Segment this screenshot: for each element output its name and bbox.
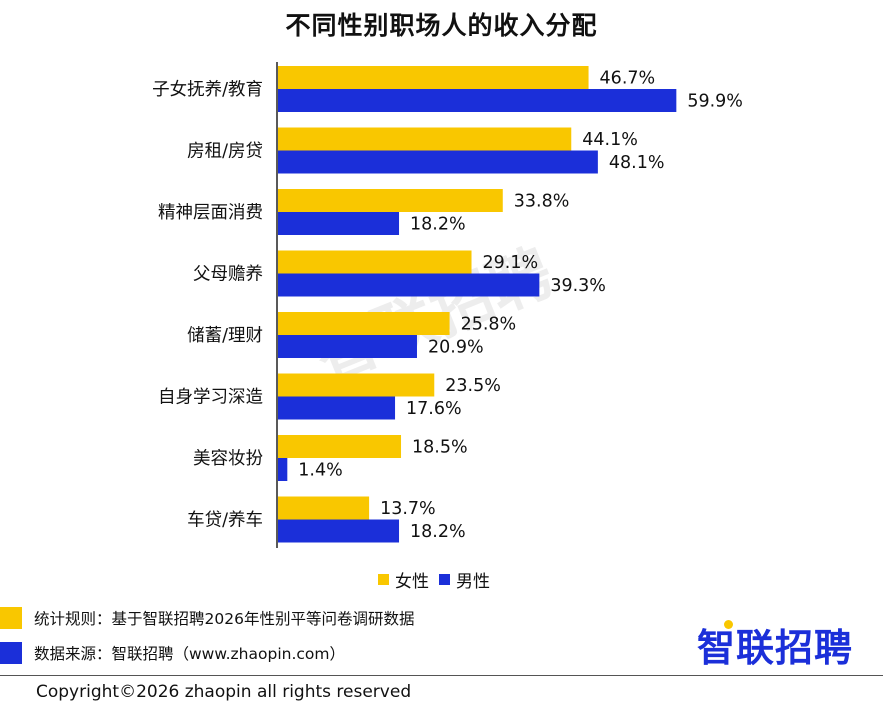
- bar-male: [278, 273, 540, 297]
- bar-female: [278, 250, 472, 274]
- bar-chart: 子女抚养/教育 46.7% 59.9% 房租/房贷 44.1% 48.1% 精神层面消费 33…: [152, 62, 743, 548]
- data-label-male: 1.4%: [298, 461, 342, 481]
- data-label-female: 13.7%: [380, 499, 436, 519]
- legend-item-male: 男性: [439, 567, 490, 592]
- bar-female: [278, 435, 402, 458]
- bar-female: [278, 373, 435, 397]
- zhaopin-logo: 智联招聘: [697, 626, 854, 670]
- category-label: 储蓄/理财: [187, 326, 263, 346]
- category-label: 父母赡养: [193, 265, 263, 285]
- category-label: 精神层面消费: [158, 203, 263, 223]
- data-label-female: 29.1%: [483, 253, 539, 273]
- data-label-male: 48.1%: [609, 153, 665, 173]
- bar-male: [278, 396, 396, 420]
- category-label: 房租/房贷: [187, 142, 263, 162]
- bar-male: [278, 150, 598, 174]
- legend: 女性 男性: [378, 567, 500, 592]
- data-label-female: 44.1%: [582, 130, 638, 150]
- bar-female: [278, 496, 370, 520]
- category-label: 车贷/养车: [187, 511, 263, 531]
- data-label-female: 18.5%: [412, 438, 468, 458]
- data-label-female: 33.8%: [514, 192, 570, 212]
- data-source-text: 数据来源：智联招聘（www.zhaopin.com）: [34, 645, 345, 663]
- legend-label-female: 女性: [395, 572, 429, 592]
- bar-male: [278, 335, 417, 358]
- data-label-male: 17.6%: [406, 399, 462, 419]
- data-label-male: 18.2%: [410, 522, 466, 542]
- data-label-male: 39.3%: [550, 276, 606, 296]
- statistics-rule-text: 统计规则：基于智联招聘2026年性别平等问卷调研数据: [34, 610, 415, 628]
- statistics-rule-note: 统计规则：基于智联招聘2026年性别平等问卷调研数据: [0, 607, 414, 629]
- bar-female: [278, 127, 572, 151]
- data-label-male: 18.2%: [410, 215, 466, 235]
- bar-male: [278, 458, 288, 481]
- legend-item-female: 女性: [378, 567, 429, 592]
- copyright-text: Copyright©2026 zhaopin all rights reserv…: [36, 682, 412, 702]
- legend-swatch-female: [378, 574, 389, 585]
- bar-female: [278, 312, 450, 335]
- bar-male: [278, 212, 400, 235]
- category-label: 美容妆扮: [193, 449, 263, 469]
- chart-title: 不同性别职场人的收入分配: [285, 11, 598, 40]
- data-label-male: 20.9%: [428, 338, 484, 358]
- category-label: 子女抚养/教育: [152, 80, 263, 100]
- data-label-female: 46.7%: [600, 69, 656, 89]
- logo-dot: [724, 620, 733, 629]
- bar-female: [278, 66, 589, 89]
- data-label-male: 59.9%: [687, 92, 743, 112]
- data-label-female: 23.5%: [445, 376, 501, 396]
- legend-swatch-male: [439, 574, 450, 585]
- bar-male: [278, 89, 677, 112]
- legend-label-male: 男性: [456, 572, 490, 592]
- bar-male: [278, 519, 400, 543]
- note-marker-yellow: [0, 607, 22, 629]
- category-label: 自身学习深造: [158, 388, 263, 408]
- bar-female: [278, 189, 503, 212]
- note-marker-blue: [0, 642, 22, 664]
- data-label-female: 25.8%: [461, 315, 517, 335]
- footer-divider: [0, 675, 883, 676]
- data-source-note: 数据来源：智联招聘（www.zhaopin.com）: [0, 642, 345, 664]
